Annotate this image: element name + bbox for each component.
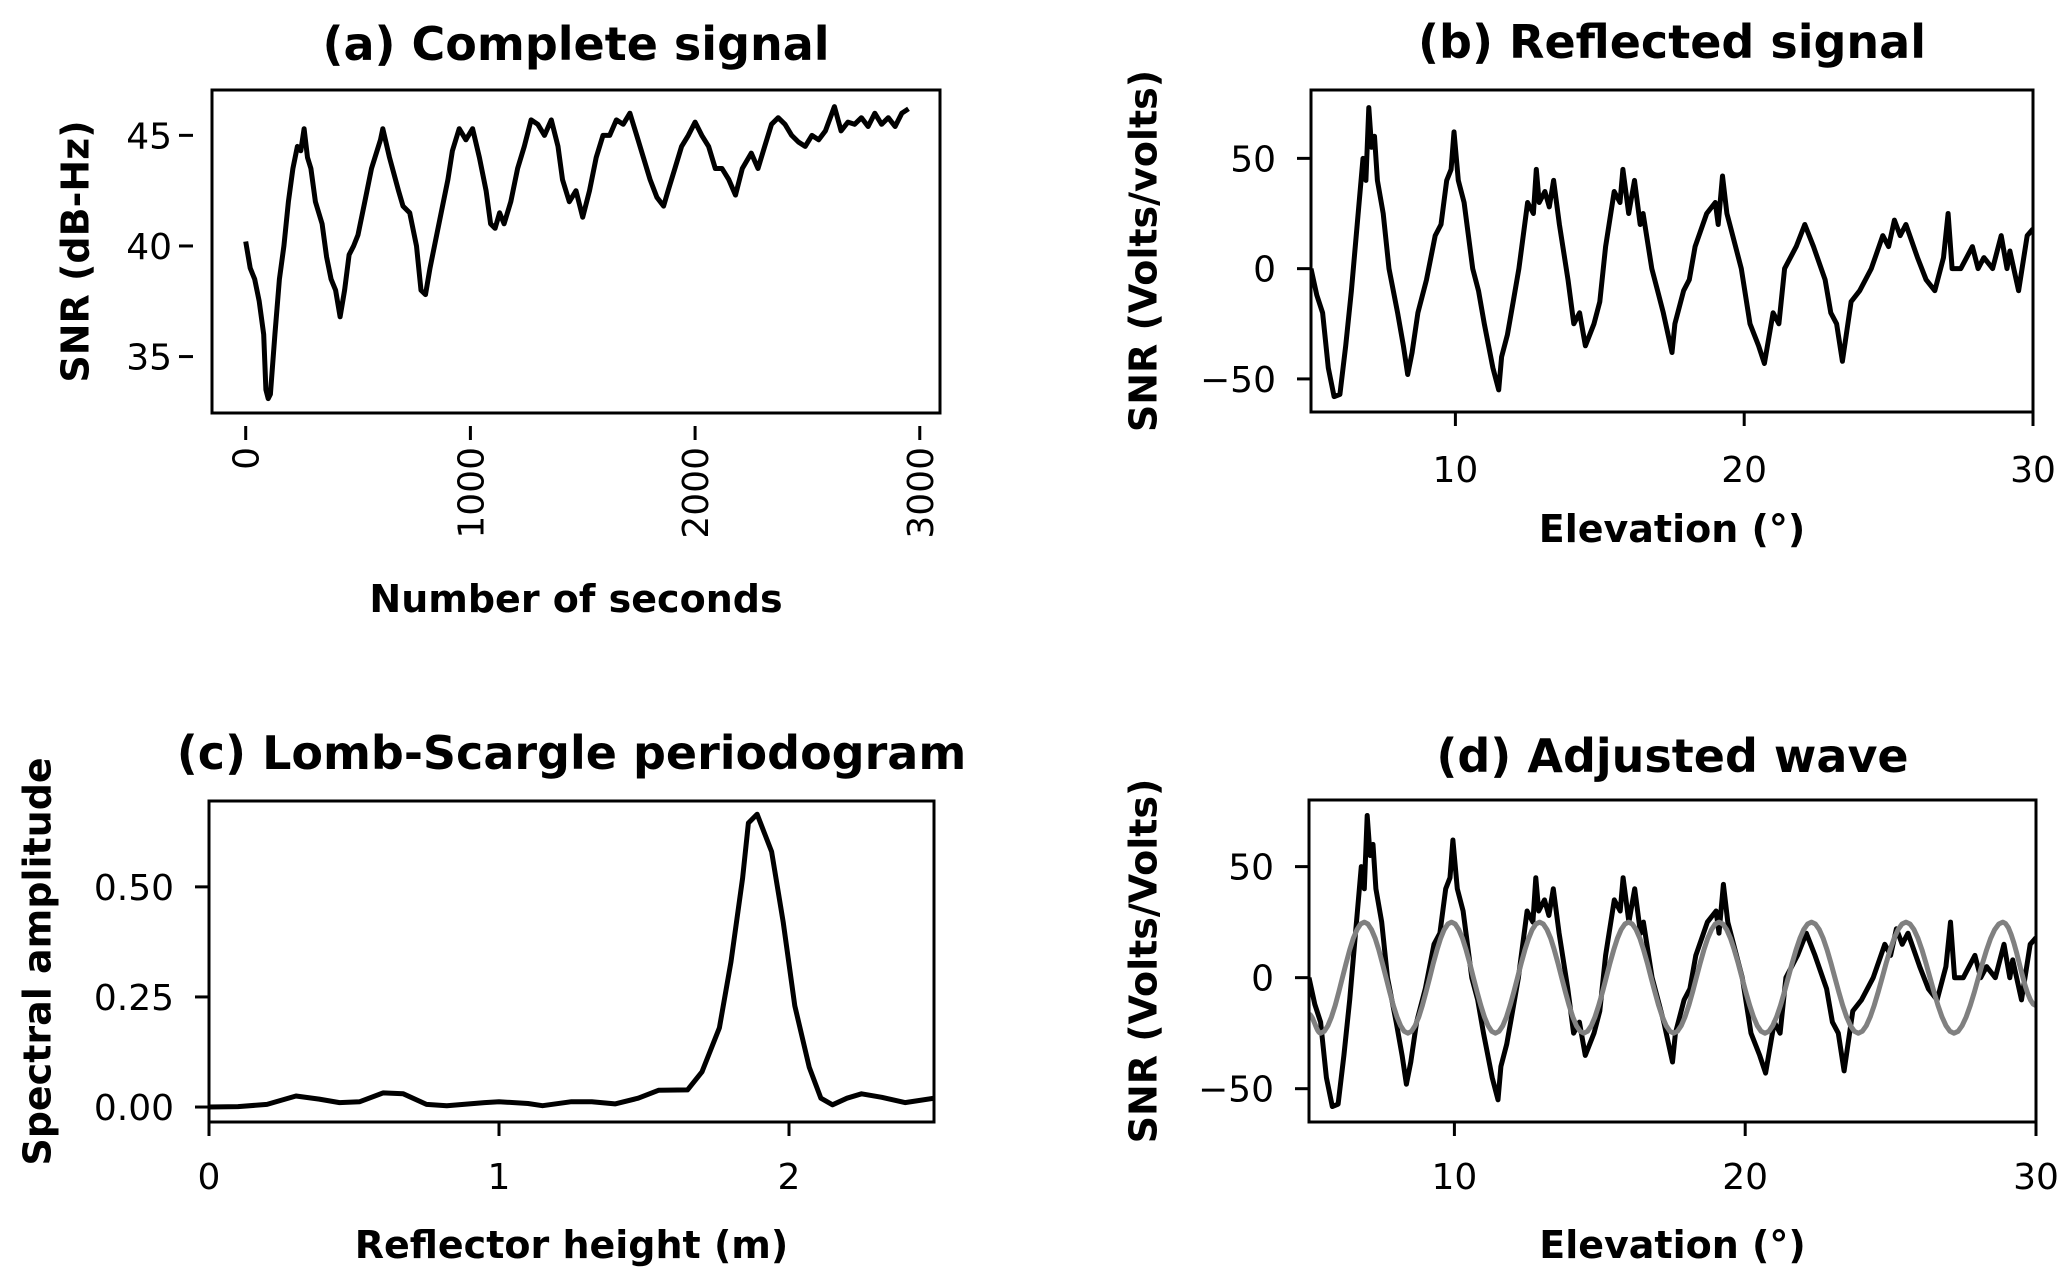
x-axis-label: Elevation (°) (1539, 507, 1805, 551)
chart-title: (a) Complete signal (322, 17, 829, 71)
y-axis-label: SNR (dB-Hz) (54, 120, 98, 382)
x-axis-label: Elevation (°) (1539, 1223, 1805, 1267)
y-tick-label: −50 (1200, 360, 1276, 401)
x-tick-label: 3000 (901, 447, 942, 539)
y-tick-label: 0.25 (94, 978, 174, 1019)
panel-d-adjusted-wave: (d) Adjusted wave Elevation (°) SNR (Volts… (1122, 729, 2059, 1267)
x-tick-label: 30 (2010, 450, 2056, 491)
panel-a-complete-signal: (a) Complete signal Number of seconds SNR … (54, 17, 942, 621)
x-tick-label: 20 (1721, 450, 1767, 491)
x-tick-label: 2000 (676, 447, 717, 539)
x-axis-label: Number of seconds (369, 577, 782, 621)
y-tick-label: 40 (126, 227, 172, 268)
axes-frame (1309, 88, 2035, 414)
x-tick-label: 30 (2013, 1157, 2059, 1198)
chart-title: (d) Adjusted wave (1436, 729, 1908, 783)
axes-frame (1307, 798, 2038, 1124)
series-line-adjusted-sinusoid (1309, 919, 2036, 1036)
y-tick-label: 35 (126, 338, 172, 379)
x-tick-label: 10 (1432, 450, 1478, 491)
axes-frame (210, 88, 942, 415)
y-axis-label: SNR (Volts/volts) (1122, 70, 1166, 432)
chart-title: (b) Reflected signal (1418, 15, 1926, 69)
panel-c-periodogram: (c) Lomb-Scargle periodogram Reflector he… (16, 726, 967, 1267)
y-tick-label: 0 (1253, 250, 1276, 291)
x-axis-label: Reflector height (m) (355, 1223, 789, 1267)
chart-title: (c) Lomb-Scargle periodogram (177, 726, 967, 780)
panel-b-reflected-signal: (b) Reflected signal Elevation (°) SNR (Vo… (1122, 15, 2056, 551)
y-axis-label: SNR (Volts/Volts) (1122, 779, 1166, 1144)
x-tick-label: 20 (1722, 1157, 1768, 1198)
y-tick-label: 0.50 (94, 868, 174, 909)
series-line-reflected-snr (1311, 105, 2033, 400)
x-tick-label: 2 (778, 1157, 801, 1198)
series-line-periodogram (209, 811, 934, 1110)
x-tick-label: 1000 (451, 447, 492, 539)
y-tick-label: 50 (1228, 848, 1274, 889)
series-line-snr (243, 104, 910, 402)
x-tick-label: 0 (198, 1157, 221, 1198)
x-tick-label: 10 (1431, 1157, 1477, 1198)
y-tick-label: 0 (1251, 959, 1274, 1000)
y-axis-label: Spectral amplitude (16, 757, 60, 1165)
y-tick-label: 0.00 (94, 1088, 174, 1129)
y-tick-label: 45 (126, 116, 172, 157)
y-tick-label: −50 (1198, 1070, 1274, 1111)
x-tick-label: 1 (488, 1157, 511, 1198)
axes-frame (207, 799, 936, 1124)
y-tick-label: 50 (1230, 139, 1276, 180)
x-tick-label: 0 (227, 447, 268, 470)
